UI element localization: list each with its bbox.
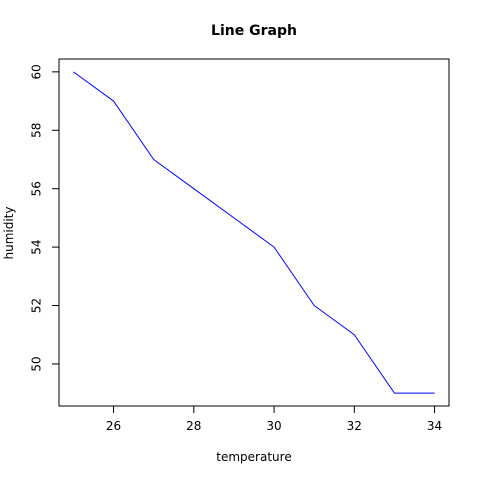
y-tick-label: 60 bbox=[30, 64, 44, 79]
y-tick-label: 50 bbox=[30, 356, 44, 371]
y-tick-label: 56 bbox=[30, 181, 44, 196]
y-tick-label: 52 bbox=[30, 298, 44, 313]
x-axis-label: temperature bbox=[216, 450, 291, 464]
y-tick-label: 58 bbox=[30, 123, 44, 138]
chart-title: Line Graph bbox=[211, 23, 297, 39]
series-group bbox=[73, 71, 435, 394]
y-tick-label: 54 bbox=[30, 239, 44, 254]
x-tick-label: 26 bbox=[106, 419, 121, 433]
x-tick-label: 28 bbox=[186, 419, 201, 433]
y-axis: 50 52 54 56 58 60 bbox=[30, 64, 59, 372]
y-axis-label: humidity bbox=[2, 207, 16, 260]
x-axis: 26 28 30 32 34 bbox=[106, 406, 442, 433]
x-tick-label: 34 bbox=[427, 419, 442, 433]
x-tick-label: 30 bbox=[266, 419, 281, 433]
plot-frame bbox=[58, 58, 450, 407]
x-tick-label: 32 bbox=[347, 419, 362, 433]
series-line bbox=[73, 71, 435, 394]
